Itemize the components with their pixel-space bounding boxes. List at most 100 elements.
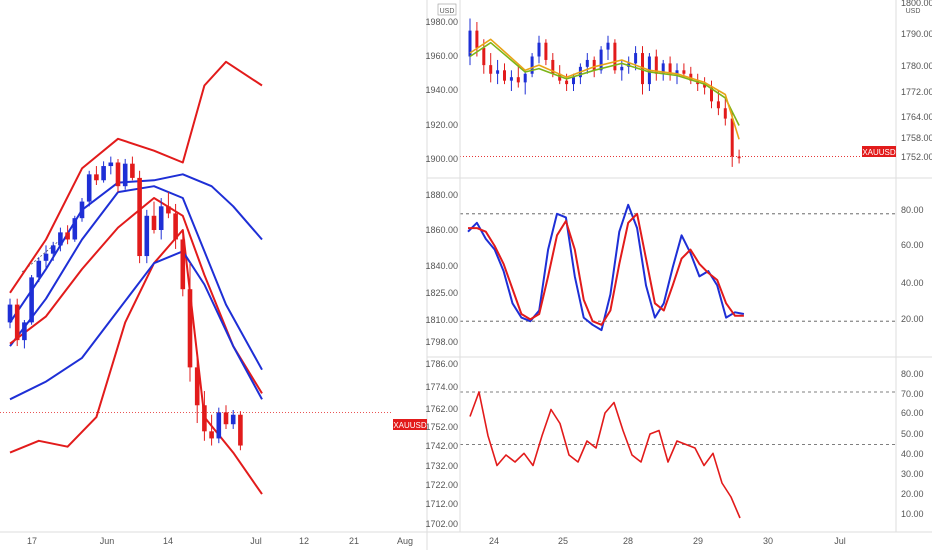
left-candle <box>86 174 92 202</box>
left-bb-outer-upper <box>9 60 263 294</box>
left-bb-inner-lower <box>9 250 263 401</box>
rp-y-right-3: 1772.00 <box>901 87 932 97</box>
rp-candle <box>496 70 500 74</box>
left-candle <box>14 304 20 341</box>
rp-y-right-2: 1780.00 <box>901 61 932 71</box>
left-candle <box>180 239 186 290</box>
rp-candle <box>654 56 658 74</box>
rr-y-right-7: 10.00 <box>901 509 924 519</box>
rs-series-0 <box>467 203 745 332</box>
rr-y-right-0: 80.00 <box>901 369 924 379</box>
rr-y-right-4: 40.00 <box>901 449 924 459</box>
rp-candle <box>668 63 672 74</box>
rp-y-right-4: 1764.00 <box>901 112 932 122</box>
left-candle <box>43 253 49 261</box>
rp-candle <box>551 59 555 74</box>
left-candle <box>72 218 78 240</box>
rp-y-left-3: 1920.00 <box>425 120 458 130</box>
rr-y-left-6: 1722.00 <box>425 480 458 490</box>
left-candle <box>144 215 150 257</box>
left-candle <box>108 162 114 167</box>
rr-y-right-2: 60.00 <box>901 408 924 418</box>
rp-candle <box>509 77 513 81</box>
rp-candle <box>682 70 686 74</box>
rp-currency-right: USD <box>906 8 921 15</box>
left-candle <box>202 405 207 432</box>
rp-candle <box>723 108 727 119</box>
left-candle <box>151 215 157 230</box>
rp-candle <box>634 53 638 64</box>
rp-candle <box>530 56 534 74</box>
right-x-tick-2: 28 <box>623 536 633 546</box>
left-candle <box>223 412 229 425</box>
left-candle <box>130 163 135 178</box>
left-candle <box>79 201 85 219</box>
left-x-tick-0: 17 <box>27 536 37 546</box>
left-symbol-tag-text: XAUUSD <box>393 421 427 430</box>
left-x-tick-1: Jun <box>100 536 115 546</box>
left-candle <box>29 277 34 323</box>
rs-y-left-1: 1860.00 <box>425 225 458 235</box>
rp-candle <box>716 101 720 109</box>
rp-symbol-tag-text: XAUUSD <box>862 148 896 157</box>
rp-currency-left: USD <box>440 8 455 15</box>
rs-y-left-5: 1798.00 <box>425 337 458 347</box>
rp-y-right-6: 1752.00 <box>901 152 932 162</box>
rp-candle <box>537 42 541 57</box>
right-x-tick-1: 25 <box>558 536 568 546</box>
rr-y-left-0: 1786.00 <box>425 359 458 369</box>
left-candle <box>94 174 99 181</box>
rp-candle <box>703 84 707 88</box>
rr-y-left-7: 1712.00 <box>425 499 458 509</box>
rp-candle <box>475 30 479 48</box>
rr-y-left-2: 1762.00 <box>425 404 458 414</box>
rr-y-left-8: 1702.00 <box>425 519 458 529</box>
rs-y-left-0: 1880.00 <box>425 190 458 200</box>
left-candle <box>166 206 171 214</box>
rp-symbol-tag <box>862 146 896 157</box>
left-candle <box>122 163 128 187</box>
left-price-chart <box>0 60 393 495</box>
rr-y-left-3: 1752.00 <box>425 422 458 432</box>
rp-candle <box>613 42 617 71</box>
rp-y-left-4: 1900.00 <box>425 154 458 164</box>
rp-candle <box>516 77 520 83</box>
rp-candle <box>489 65 493 74</box>
left-candle <box>50 245 56 254</box>
left-candle <box>7 304 13 323</box>
right-x-tick-0: 24 <box>489 536 499 546</box>
rp-candle <box>572 77 575 85</box>
rp-y-left-0: 1980.00 <box>425 17 458 27</box>
left-bb-inner-middle <box>9 197 263 394</box>
rp-candle <box>689 73 693 81</box>
rp-candle <box>599 49 603 71</box>
rp-y-right-0: 1800.00 <box>901 0 932 8</box>
left-candle <box>22 322 27 341</box>
rr-y-right-1: 70.00 <box>901 389 924 399</box>
left-symbol-tag <box>393 419 427 430</box>
left-candle <box>158 206 164 230</box>
rp-candle <box>710 87 713 102</box>
right-price-chart <box>460 18 862 167</box>
left-candle <box>36 260 42 278</box>
rp-candle <box>523 73 527 83</box>
left-candle <box>238 414 243 446</box>
left-candle <box>101 166 106 181</box>
right-x-tick-4: 30 <box>763 536 773 546</box>
rp-candle <box>620 66 624 71</box>
rp-candle <box>558 73 562 81</box>
rp-ema-slow <box>469 41 740 126</box>
left-candle <box>209 431 214 439</box>
right-x-tick-3: 29 <box>693 536 703 546</box>
left-x-tick-4: 12 <box>299 536 309 546</box>
rr-y-right-6: 20.00 <box>901 489 924 499</box>
left-x-tick-2: 14 <box>163 536 173 546</box>
rs-y-left-4: 1810.00 <box>425 315 458 325</box>
rr-y-left-4: 1742.00 <box>425 441 458 451</box>
rp-candle <box>544 42 548 60</box>
left-x-tick-3: Jul <box>250 536 262 546</box>
left-candle <box>58 232 63 246</box>
rr-y-left-1: 1774.00 <box>425 382 458 392</box>
left-candle <box>173 213 178 240</box>
